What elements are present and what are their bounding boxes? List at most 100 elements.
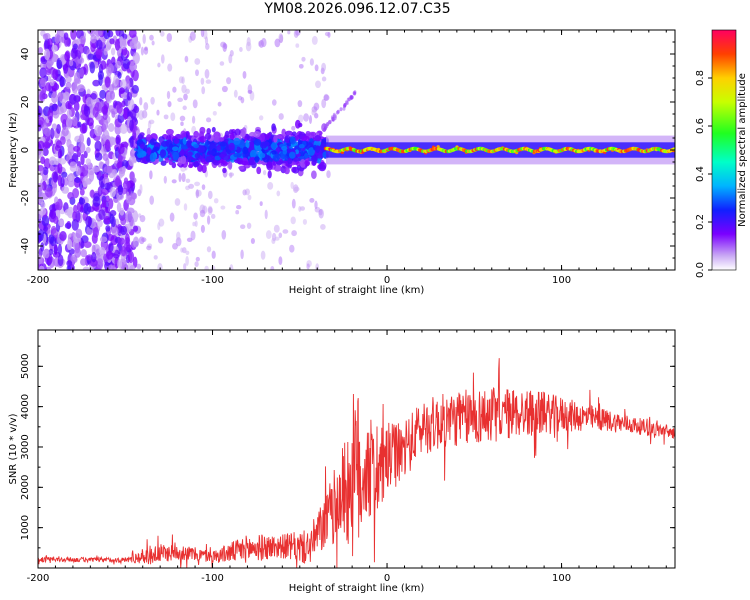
spectrogram-cell <box>57 254 64 267</box>
spectrogram-cell <box>59 76 66 87</box>
spectrogram-cell <box>166 32 173 43</box>
spectrogram-cell <box>323 94 330 101</box>
spectrogram-cell <box>206 215 211 225</box>
spectrogram-cell <box>58 158 67 165</box>
spectrogram-cell <box>436 145 440 148</box>
spectrogram-cell <box>192 161 200 168</box>
spectrogram-cell <box>57 243 63 256</box>
spectrogram-cell <box>98 246 106 255</box>
spectrogram-cell <box>320 223 326 230</box>
spectrogram-cell <box>131 84 139 94</box>
spectrogram-cell <box>53 171 58 184</box>
spectrogram-cell <box>200 77 205 85</box>
spectrogram-cell <box>79 68 85 78</box>
spectrogram-cell <box>50 225 57 234</box>
spectrogram-cell <box>39 90 44 102</box>
spectrogram-cell <box>114 38 121 51</box>
spectrogram-cell <box>240 224 246 230</box>
x-axis-label: Height of straight line (km) <box>289 583 425 594</box>
spectrogram-cell <box>128 30 137 38</box>
colorbar-frame <box>711 29 737 271</box>
spectrogram-cell <box>117 184 124 196</box>
spectrogram-cell <box>52 68 59 81</box>
spectrogram-cell <box>200 30 205 38</box>
spectrogram-cell <box>160 54 165 64</box>
spectrogram-cell <box>80 249 88 258</box>
spectrogram-cell <box>98 209 106 220</box>
spectrogram-cell <box>86 254 93 261</box>
spectrogram-cell <box>253 130 261 138</box>
spectrogram-cell <box>150 96 155 105</box>
spectrogram-cell <box>139 184 143 194</box>
spectrogram-cell <box>142 34 146 44</box>
spectrogram-cell <box>322 127 326 132</box>
spectrogram-cell <box>226 149 232 155</box>
spectrogram-cell <box>115 60 122 69</box>
spectrogram-cell <box>156 109 160 116</box>
spectrogram-cell <box>287 157 293 165</box>
spectrogram-cell <box>242 146 249 155</box>
spectrogram-cell <box>140 46 144 56</box>
spectrogram-cell <box>199 209 206 218</box>
spectrogram-cell <box>57 162 63 174</box>
spectrogram-cell <box>221 229 227 240</box>
spectrogram-cell <box>102 153 109 161</box>
spectrogram-cell <box>103 166 112 174</box>
spectrogram-cell <box>315 152 324 159</box>
spectrogram-cell <box>208 207 213 214</box>
spectrogram-cell <box>256 166 262 175</box>
spectrogram-cell <box>245 41 252 52</box>
spectrogram-cell <box>191 115 196 124</box>
spectrogram-cell <box>183 93 188 101</box>
spectrogram-cell <box>83 105 91 117</box>
spectrogram-cell <box>38 254 43 265</box>
spectrogram-cell <box>321 98 327 109</box>
spectrogram-cell <box>168 159 173 166</box>
spectrogram-cell <box>188 163 194 169</box>
spectrogram-cell <box>149 34 154 41</box>
spectrogram-cell <box>183 203 188 211</box>
spectrogram-cell <box>328 120 331 125</box>
spectrogram-cell <box>85 215 92 228</box>
spectrogram-cell <box>66 109 72 118</box>
spectrogram-cell <box>291 230 297 237</box>
spectrogram-cell <box>284 130 293 136</box>
spectrogram-cell <box>71 83 78 94</box>
x-tick-label: 100 <box>552 573 571 584</box>
spectrogram-cell <box>129 216 134 227</box>
y-tick-label: 0 <box>20 147 31 153</box>
spectrogram-cell <box>265 230 272 240</box>
spectrogram-cell <box>122 180 131 190</box>
spectrogram-cell <box>205 43 210 50</box>
spectrogram-cell <box>64 51 70 62</box>
spectrogram-cell <box>146 245 152 251</box>
spectrogram-cell <box>56 59 63 70</box>
spectrogram-cell <box>80 258 87 266</box>
spectrogram-cell <box>51 91 58 104</box>
spectrogram-cell <box>313 102 320 111</box>
spectrogram-cell <box>302 218 307 225</box>
spectrogram-cell <box>39 77 47 87</box>
spectrogram-cell <box>237 95 243 101</box>
x-tick-label: -100 <box>201 573 224 584</box>
spectrogram-cell <box>242 189 247 196</box>
spectrogram-cell <box>205 155 213 163</box>
spectrogram-cell <box>72 43 78 50</box>
spectrogram-cell <box>315 263 320 270</box>
spectrogram-cell <box>297 122 303 128</box>
spectrogram-cell <box>103 47 108 56</box>
spectrogram-cell <box>170 112 176 121</box>
spectrogram-cell <box>171 179 177 184</box>
spectrogram-cell <box>104 139 111 152</box>
spectrogram-cell <box>173 138 180 144</box>
spectrogram-cell <box>176 231 181 241</box>
spectrogram-cell <box>240 249 244 260</box>
spectrogram-cell <box>153 255 158 260</box>
spectrogram-cell <box>128 156 135 167</box>
y-tick-label: -40 <box>20 238 31 254</box>
spectrogram-cell <box>276 190 281 197</box>
spectrogram-cell <box>278 256 283 265</box>
spectrogram-cell <box>311 155 318 163</box>
y-tick-label: 20 <box>20 96 31 109</box>
spectrogram-cell <box>295 43 300 48</box>
